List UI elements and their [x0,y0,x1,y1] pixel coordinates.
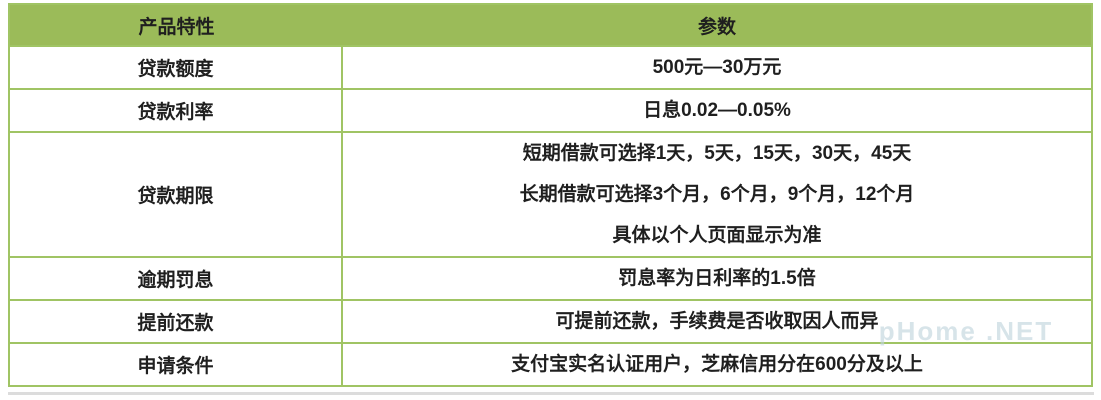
header-cell-params: 参数 [697,16,736,38]
table-row: 申请条件 支付宝实名认证用户，芝麻信用分在600分及以上 [10,342,1091,385]
param-line: 长期借款可选择3个月，6个月，9个月，12个月 [519,184,915,205]
table-row: 贷款期限 短期借款可选择1天，5天，15天，30天，45天 长期借款可选择3个月，6… [10,131,1091,256]
table-row: 贷款利率 日息0.02—0.05% [10,88,1091,131]
param-line: 罚息率为日利率的1.5倍 [618,268,816,289]
params-cell: 日息0.02—0.05% [343,90,1091,131]
feature-cell: 申请条件 [10,344,343,385]
table-row: 提前还款 可提前还款，手续费是否收取因人而异 [10,299,1091,342]
params-cell: 支付宝实名认证用户，芝麻信用分在600分及以上 [343,344,1091,385]
params-cell: 可提前还款，手续费是否收取因人而异 [343,301,1091,342]
feature-cell: 贷款期限 [10,133,343,256]
param-line: 500元—30万元 [652,57,782,78]
loan-product-table: 产品特性 参数 贷款额度 500元—30万元贷款利率 日息0.02—0.05% 贷款期… [8,3,1093,387]
table-row: 逾期罚息 罚息率为日利率的1.5倍 [10,256,1091,299]
header-cell-feature: 产品特性 [138,16,215,38]
table-header-row: 产品特性 参数 [10,5,1091,45]
params-cell: 短期借款可选择1天，5天，15天，30天，45天 长期借款可选择3个月，6个月，9… [343,133,1091,256]
table-body: 贷款额度 500元—30万元 贷款利率 日息0.02—0.05% 贷款期限 短期借款可选择… [10,45,1091,385]
param-line: 可提前还款，手续费是否收取因人而异 [555,311,879,332]
params-cell: 罚息率为日利率的1.5倍 [343,258,1091,299]
table-row: 贷款额度 500元—30万元 [10,45,1091,88]
param-line: 日息0.02—0.05% [643,100,791,121]
params-cell: 500元—30万元 [343,47,1091,88]
param-line: 具体以个人页面显示为准 [612,225,822,246]
bottom-divider [8,392,1094,395]
feature-cell: 贷款额度 [10,47,343,88]
param-line: 短期借款可选择1天，5天，15天，30天，45天 [522,143,912,164]
feature-cell: 逾期罚息 [10,258,343,299]
feature-cell: 贷款利率 [10,90,343,131]
feature-cell: 提前还款 [10,301,343,342]
param-line: 支付宝实名认证用户，芝麻信用分在600分及以上 [511,354,923,375]
